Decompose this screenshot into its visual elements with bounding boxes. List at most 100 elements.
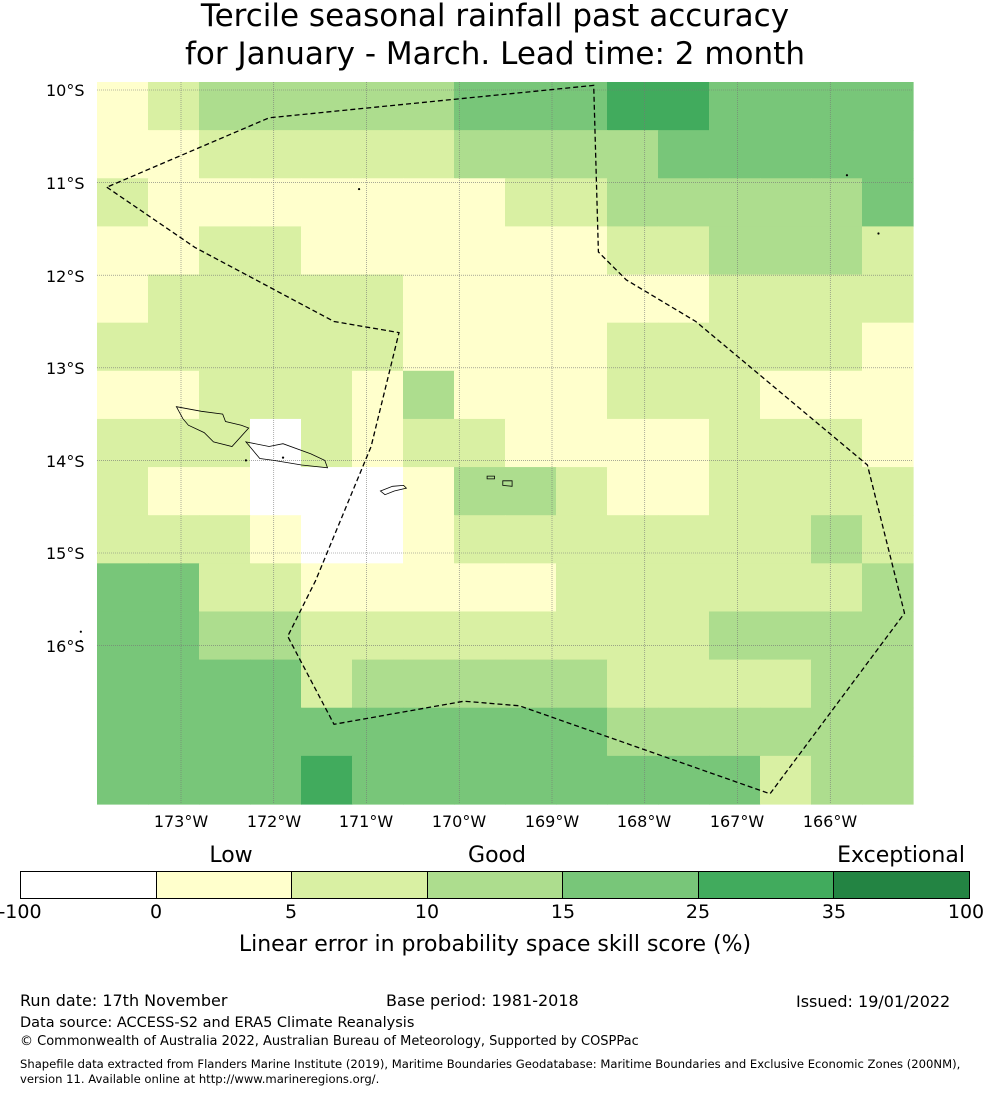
skill-cell: [301, 467, 353, 516]
skill-cell: [97, 418, 149, 468]
skill-cell: [403, 226, 455, 276]
skill-cell: [352, 707, 404, 757]
islet-dot: [79, 630, 82, 633]
skill-cell: [811, 563, 863, 613]
skill-cell: [301, 563, 353, 613]
skill-cell: [403, 707, 455, 757]
skill-cell: [250, 515, 302, 564]
skill-cell: [250, 611, 302, 661]
skill-cell: [607, 370, 659, 420]
issued-date: Issued: 19/01/2022: [796, 992, 951, 1011]
skill-map: [79, 82, 914, 805]
skill-cell: [709, 322, 761, 372]
skill-cell: [148, 82, 200, 131]
skill-cell: [199, 611, 251, 661]
skill-cell: [607, 611, 659, 661]
skill-cell: [148, 755, 200, 805]
skill-cell: [811, 659, 863, 709]
skill-cell: [658, 370, 710, 420]
skill-cell: [709, 178, 761, 227]
skill-cell: [199, 370, 251, 420]
skill-cell: [199, 322, 251, 372]
skill-cell: [199, 707, 251, 757]
skill-cell: [556, 418, 608, 468]
skill-cell: [505, 274, 557, 324]
skill-cell: [148, 563, 200, 613]
skill-grid-cells: [97, 82, 914, 805]
skill-cell: [811, 755, 863, 805]
skill-cell: [148, 707, 200, 757]
skill-cell: [250, 226, 302, 276]
skill-cell: [505, 755, 557, 805]
skill-cell: [199, 659, 251, 709]
skill-cell: [709, 611, 761, 661]
skill-cell: [556, 563, 608, 613]
skill-cell: [148, 178, 200, 227]
skill-cell: [454, 563, 506, 613]
skill-cell: [556, 467, 608, 516]
skill-cell: [199, 755, 251, 805]
skill-cell: [301, 418, 353, 468]
skill-cell: [403, 659, 455, 709]
skill-cell: [403, 467, 455, 516]
skill-cell: [454, 418, 506, 468]
lat-label: 15°S: [46, 544, 85, 563]
lat-label: 12°S: [46, 267, 85, 286]
skill-cell: [301, 755, 353, 805]
island-coastlines: [79, 174, 880, 643]
skill-cell: [811, 274, 863, 324]
islet-dot: [281, 456, 285, 459]
skill-cell: [862, 370, 914, 420]
lat-label: 16°S: [46, 637, 85, 656]
lon-label: 173°W: [153, 812, 209, 831]
legend-category-exceptional: Exceptional: [837, 843, 965, 868]
skill-cell: [709, 82, 761, 131]
skill-cell: [760, 563, 812, 613]
skill-cell: [811, 82, 863, 131]
skill-cell: [760, 178, 812, 227]
skill-cell: [607, 274, 659, 324]
colorbar-tick: -100: [0, 901, 42, 923]
skill-cell: [658, 707, 710, 757]
colorbar-segment: [292, 872, 428, 898]
skill-cell: [97, 370, 149, 420]
skill-cell: [454, 130, 506, 179]
skill-cell: [556, 178, 608, 227]
skill-cell: [97, 82, 149, 131]
islet-dot: [357, 187, 361, 191]
skill-cell: [607, 226, 659, 276]
skill-cell: [352, 467, 404, 516]
skill-cell: [250, 659, 302, 709]
skill-cell: [403, 611, 455, 661]
skill-cell: [403, 418, 455, 468]
skill-cell: [607, 322, 659, 372]
skill-cell: [556, 82, 608, 131]
skill-cell: [403, 82, 455, 131]
island-outline: [175, 406, 250, 447]
skill-cell: [505, 611, 557, 661]
skill-cell: [301, 515, 353, 564]
skill-cell: [148, 226, 200, 276]
skill-cell: [811, 226, 863, 276]
colorbar-tick: 25: [685, 901, 711, 923]
skill-cell: [862, 467, 914, 516]
skill-cell: [556, 611, 608, 661]
skill-cell: [97, 563, 149, 613]
colorbar-tick: 100: [947, 901, 985, 923]
skill-cell: [862, 563, 914, 613]
skill-cell: [97, 611, 149, 661]
skill-cell: [607, 707, 659, 757]
islet-dot: [877, 232, 880, 235]
skill-cell: [352, 130, 404, 179]
skill-cell: [301, 226, 353, 276]
skill-cell: [301, 178, 353, 227]
skill-cell: [250, 707, 302, 757]
islet-dot: [79, 639, 82, 643]
skill-cell: [811, 418, 863, 468]
skill-cell: [505, 563, 557, 613]
skill-cell: [97, 659, 149, 709]
skill-cell: [862, 130, 914, 179]
skill-cell: [250, 563, 302, 613]
skill-cell: [556, 659, 608, 709]
skill-cell: [505, 418, 557, 468]
